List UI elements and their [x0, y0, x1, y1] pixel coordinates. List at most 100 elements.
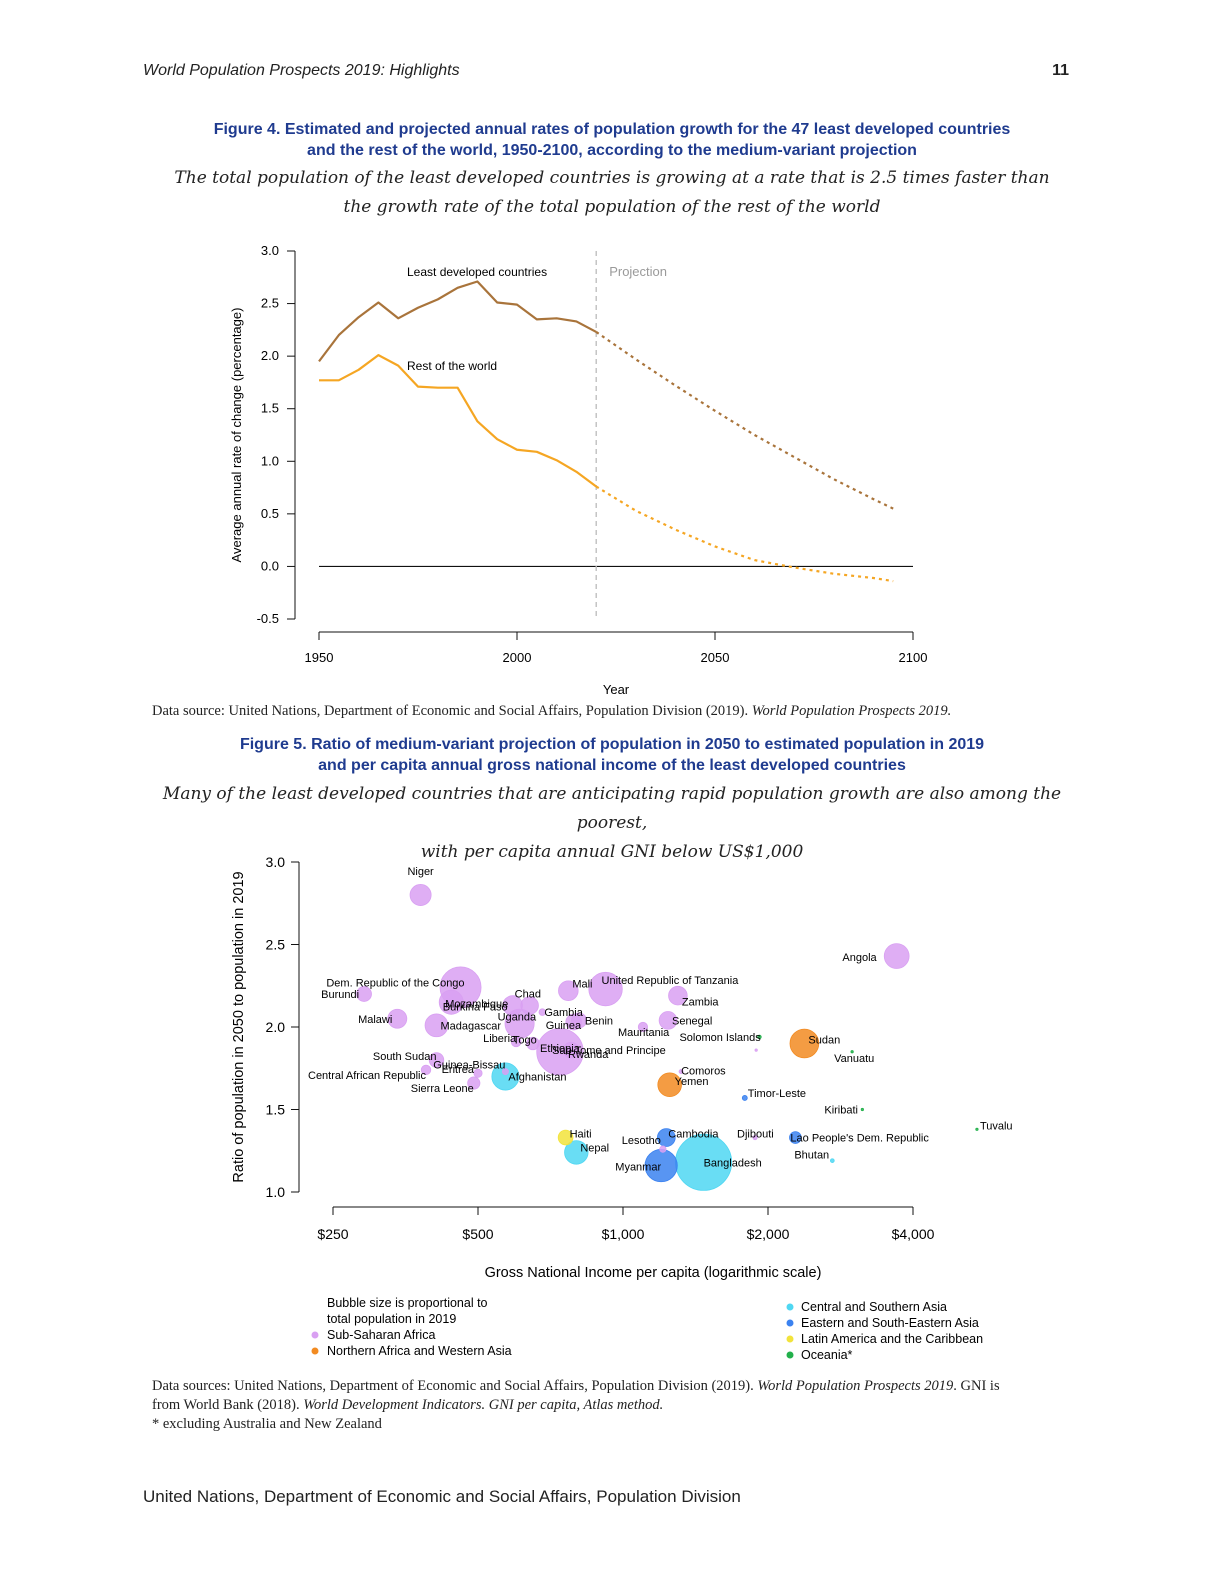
bubble-label: Burkina Faso [443, 1002, 508, 1014]
bubble-label: Benin [585, 1015, 613, 1027]
bubble-label: Guinea-Bissau [433, 1060, 505, 1072]
bubble-point [538, 1008, 547, 1016]
bubble-label: Rwanda [568, 1049, 609, 1061]
x-tick-label: $1,000 [602, 1226, 645, 1242]
series-label-least-developed: Least developed countries [407, 265, 547, 279]
bubble-label: Malawi [358, 1014, 392, 1026]
bubble-label: United Republic of Tanzania [602, 975, 740, 987]
bubble-point [473, 1068, 483, 1078]
figure5-subtitle: Many of the least developed countries th… [140, 780, 1084, 867]
legend-label: Eastern and South-Eastern Asia [801, 1316, 979, 1330]
figure5-source-line2: from World Bank (2018). World Developmen… [152, 1396, 1072, 1415]
legend-swatch [786, 1319, 794, 1327]
figure4-title: Figure 4. Estimated and projected annual… [140, 119, 1084, 161]
bubble-point [491, 1062, 520, 1091]
y-tick-label: 2.5 [266, 937, 286, 953]
y-tick-label: 3.0 [261, 243, 279, 258]
figure4-line-chart: 3.0 2.5 2.0 1.5 1.0 0.5 0.0 -0.5 1950 2000 2050 210… [229, 243, 928, 697]
y-tick-label: 2.0 [266, 1019, 286, 1035]
bubble-label: Central African Republic [308, 1070, 427, 1082]
bubble-point [409, 884, 432, 906]
bubble-point [520, 996, 539, 1015]
legend-label: Sub-Saharan Africa [327, 1328, 435, 1342]
figure5-source-line2-a: from World Bank (2018). [152, 1397, 304, 1413]
series-line-projected [595, 331, 894, 510]
bubble-point [668, 985, 688, 1006]
bubble-point [562, 1041, 580, 1059]
legend-swatch [786, 1351, 794, 1359]
legend-swatch [311, 1347, 319, 1355]
bubble-point [536, 1028, 584, 1076]
figure4-subtitle-line1: The total population of the least develo… [174, 168, 1050, 188]
page-number: 11 [1052, 62, 1069, 79]
figure5-title-line2: and per capita annual gross national inc… [318, 757, 906, 774]
legend-note-line1: Bubble size is proportional to [327, 1296, 488, 1310]
figure5-title: Figure 5. Ratio of medium-variant projec… [140, 734, 1084, 776]
bubble-label: Ethiopia [540, 1043, 581, 1055]
bubble-point [741, 1095, 748, 1101]
bubble-point [752, 1134, 758, 1141]
page-footer: United Nations, Department of Economic a… [143, 1487, 741, 1506]
bubble-label: Gambia [544, 1007, 583, 1019]
bubble-point [557, 1129, 574, 1146]
bubble-point [424, 1013, 449, 1038]
figure5-subtitle-line1: Many of the least developed countries th… [162, 784, 1062, 833]
bubble-label: Chad [515, 989, 541, 1001]
bubble-point [678, 1069, 684, 1074]
bubble-point [420, 1064, 432, 1076]
figure5-source-line3: * excluding Australia and New Zealand [152, 1416, 382, 1432]
figure5-source-line1-c: . GNI is [953, 1378, 1000, 1394]
bubble-label: Myanmar [615, 1162, 661, 1174]
bubble-label: Lesotho [622, 1135, 661, 1147]
bubble-label: Timor-Leste [748, 1088, 806, 1100]
bubble-point [850, 1050, 854, 1054]
bubble-point [789, 1028, 820, 1059]
bubble-point [467, 1076, 481, 1090]
bubble-label: Guinea [546, 1020, 582, 1032]
figure5-subtitle-line2: with per capita annual GNI below US$1,00… [420, 842, 804, 862]
y-tick-label: 0.5 [261, 506, 279, 521]
bubble-point [558, 980, 579, 1001]
y-tick-label: -0.5 [257, 611, 279, 626]
bubble-label: Sierra Leone [411, 1083, 474, 1095]
bubble-label: Bangladesh [704, 1157, 762, 1169]
y-tick-label: 1.0 [266, 1184, 286, 1200]
bubble-point [657, 1072, 682, 1097]
figure5-source-line1-b: World Population Prospects 2019 [757, 1378, 954, 1394]
bubble-label: Kiribati [824, 1105, 858, 1117]
series-line-projected [595, 485, 894, 583]
bubble-point [757, 1034, 762, 1040]
bubble-label: Niger [407, 866, 434, 878]
x-tick-label: $250 [317, 1226, 348, 1242]
legend-swatch [311, 1331, 319, 1339]
bubble-point [438, 989, 464, 1015]
figure5-source-line2-b: World Development Indicators. GNI per ca… [303, 1397, 664, 1413]
bubble-label: Lao People's Dem. Republic [790, 1133, 929, 1145]
x-tick-label: $500 [462, 1226, 493, 1242]
x-axis-label: Gross National Income per capita (logari… [485, 1265, 822, 1281]
y-tick-label: 2.5 [261, 296, 279, 311]
figure5-source-line1: Data sources: United Nations, Department… [152, 1377, 1072, 1396]
bubble-label: Nepal [580, 1142, 609, 1154]
legend-label: Northern Africa and Western Asia [327, 1344, 512, 1358]
bubble-point [428, 1052, 445, 1068]
figure5-source: Data sources: United Nations, Department… [152, 1377, 1072, 1434]
bubble-point [754, 1048, 758, 1052]
legend-note-line2: total population in 2019 [327, 1312, 456, 1326]
bubble-label: Togo [513, 1035, 537, 1047]
x-tick-label: 2100 [899, 650, 928, 665]
y-tick-label: 1.0 [261, 453, 279, 468]
bubble-label: Afghanistan [508, 1072, 566, 1084]
y-tick-label: 1.5 [261, 401, 279, 416]
bubble-label: Liberia [483, 1033, 517, 1045]
bubble-label: Cambodia [668, 1129, 719, 1141]
bubble-label: Madagascar [440, 1020, 501, 1032]
bubble-point [526, 1036, 540, 1051]
bubble-label: Tuvalu [980, 1120, 1013, 1132]
bubble-point [883, 943, 910, 969]
figure4-title-line2: and the rest of the world, 1950-2100, ac… [307, 142, 917, 159]
figure5-title-line1: Figure 5. Ratio of medium-variant projec… [239, 736, 985, 753]
bubble-label: Burundi [321, 989, 359, 1001]
bubble-point [656, 1128, 676, 1147]
figure5-source-line1-a: Data sources: United Nations, Department… [152, 1378, 758, 1394]
